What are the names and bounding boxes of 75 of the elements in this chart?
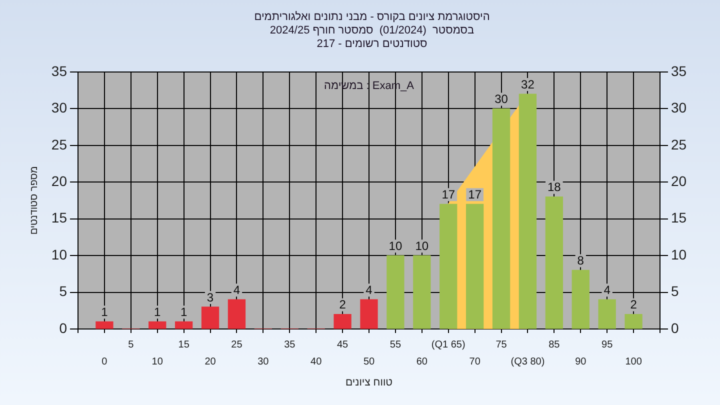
bar [572, 270, 590, 329]
bar [201, 306, 220, 329]
bar [334, 314, 352, 329]
data-label: 3 [206, 290, 214, 304]
data-label: 2 [339, 298, 346, 312]
y-tick-label: 25 [51, 136, 68, 152]
y-tick-label: 5 [59, 283, 68, 300]
x-tick-label: 90 [575, 356, 587, 368]
x-tick-label: 25 [231, 339, 243, 350]
x-tick-label: (Q1 65) [431, 339, 466, 350]
bar [545, 196, 564, 329]
y-tick-label: 15 [51, 210, 68, 226]
data-label: 1 [101, 304, 108, 319]
y2-tick-label: 15 [671, 210, 687, 226]
x-tick-label: 100 [625, 356, 642, 368]
data-label: 10 [388, 238, 402, 253]
bar [96, 321, 114, 329]
x-tick-label: 75 [496, 339, 508, 350]
data-label: 18 [548, 180, 562, 194]
y2-tick-label: 35 [671, 62, 687, 79]
x-tick-label: 0 [102, 356, 108, 368]
x-tick-label: 30 [258, 356, 270, 368]
data-label: 1 [154, 304, 162, 319]
x-tick-label: 5 [128, 339, 134, 350]
x-tick-label: 70 [469, 356, 481, 368]
data-label: 10 [415, 238, 429, 253]
x-tick-label: 55 [390, 339, 402, 350]
bar [440, 204, 458, 329]
x-tick-label: (Q3 80) [510, 356, 545, 368]
bar [148, 321, 166, 329]
data-label: 2 [630, 298, 638, 312]
x-tick-label: 60 [416, 356, 428, 368]
data-label: 8 [577, 254, 584, 268]
bar [386, 255, 404, 329]
bar [624, 314, 642, 329]
bar [360, 299, 378, 329]
y2-tick-label: 0 [671, 320, 679, 336]
x-tick-label: 10 [152, 356, 164, 368]
y-tick-label: 20 [51, 172, 68, 189]
data-label: 4 [233, 282, 240, 297]
data-label: 32 [521, 77, 535, 92]
bar [518, 94, 537, 329]
y-axis-title: מספר סטודנטים [28, 166, 40, 235]
chart-title: היסטוגרמת ציונים בקורס - מבני נתונים ואלגוריתמים [254, 10, 490, 23]
bar [492, 108, 510, 329]
y-tick-label: 0 [59, 320, 68, 336]
data-label: 1 [180, 304, 188, 319]
x-axis-title: טווח ציונים [345, 376, 393, 389]
x-tick-label: 85 [548, 339, 560, 350]
y2-tick-label: 10 [671, 246, 687, 262]
data-label: 4 [604, 282, 611, 297]
x-tick-label: 40 [310, 356, 322, 368]
data-label: 30 [494, 92, 508, 106]
bar [413, 255, 431, 329]
bar [466, 204, 484, 329]
y-tick-label: 10 [51, 246, 68, 262]
x-tick-label: 35 [284, 339, 296, 350]
y2-tick-label: 30 [671, 100, 687, 116]
y-tick-label: 30 [51, 100, 68, 116]
bar [598, 299, 616, 329]
bar [174, 321, 193, 329]
x-tick-label: 50 [363, 356, 375, 368]
y2-tick-label: 20 [671, 172, 687, 189]
x-tick-label: 95 [602, 339, 614, 350]
x-tick-label: 20 [204, 356, 216, 368]
y-tick-label: 35 [51, 62, 68, 79]
x-tick-label: 45 [336, 339, 349, 350]
y2-tick-label: 25 [671, 136, 687, 152]
data-label: 17 [442, 187, 456, 202]
y2-tick-label: 5 [671, 283, 679, 300]
bar [228, 299, 246, 329]
data-label: 17 [468, 187, 482, 202]
chart-subtitle: בסמסטר (01/2024) סמסטר חורף 2024/25 סטודנטים רשומים - 217 [270, 24, 474, 50]
data-label: 4 [366, 282, 373, 297]
x-tick-label: 15 [178, 339, 190, 350]
